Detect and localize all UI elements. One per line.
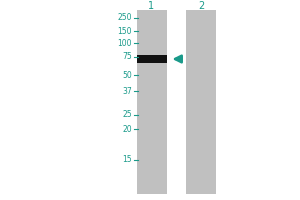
Text: 75: 75 — [122, 52, 132, 61]
Text: 2: 2 — [198, 1, 204, 11]
Text: 250: 250 — [118, 14, 132, 22]
Text: 50: 50 — [122, 71, 132, 79]
Text: 15: 15 — [122, 156, 132, 164]
Bar — [186, 10, 216, 194]
Text: 150: 150 — [118, 26, 132, 36]
Text: 37: 37 — [122, 87, 132, 96]
Text: 100: 100 — [118, 38, 132, 47]
Bar — [136, 10, 166, 194]
Text: 20: 20 — [122, 124, 132, 134]
Bar — [136, 55, 166, 63]
Text: 1: 1 — [148, 1, 154, 11]
Text: 25: 25 — [122, 110, 132, 119]
